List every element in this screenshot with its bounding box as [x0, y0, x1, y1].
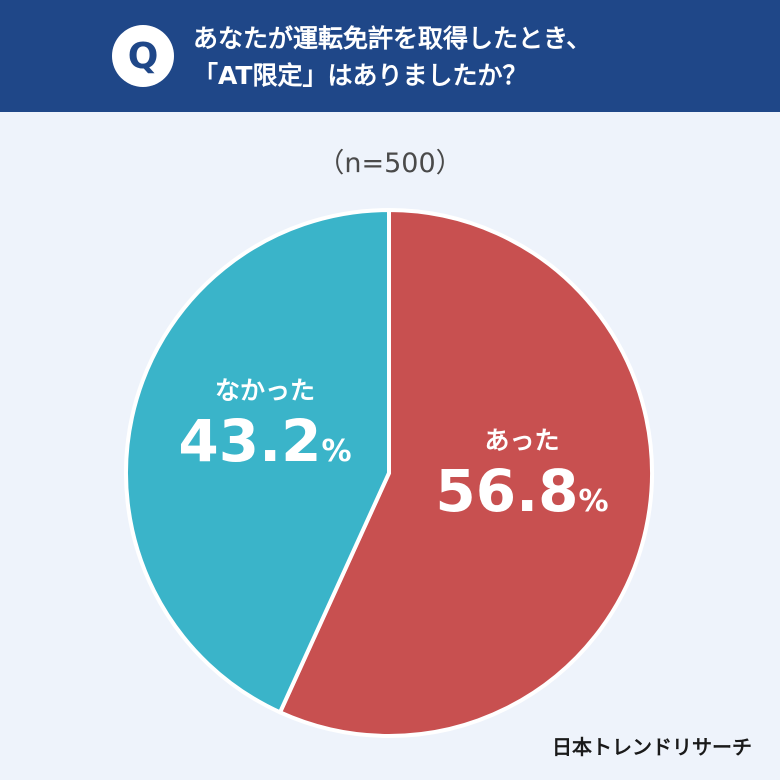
question-text: あなたが運転免許を取得したとき、 「AT限定」はありましたか？ — [193, 20, 753, 94]
pie-slice-atta — [278, 208, 654, 738]
pie-slice-nakatta — [124, 208, 391, 715]
slice-value-atta: 56.8% — [435, 457, 609, 525]
slice-category-atta: あった — [484, 426, 560, 455]
sample-size: （n=500） — [317, 148, 463, 179]
question-line-1: あなたが運転免許を取得したとき、 — [193, 24, 592, 53]
slice-label-nakatta: なかった 43.2% — [155, 374, 375, 485]
brand-logo-text: 日本トレンドリサーチ — [552, 735, 752, 759]
question-badge: Q — [112, 25, 174, 87]
slice-value-nakatta: 43.2% — [178, 407, 352, 475]
slice-category-nakatta: なかった — [214, 376, 315, 405]
question-header: Q あなたが運転免許を取得したとき、 「AT限定」はありましたか？ — [0, 0, 780, 112]
slice-label-atta: あった 56.8% — [412, 424, 632, 535]
question-line-2: 「AT限定」はありましたか？ — [193, 61, 528, 90]
